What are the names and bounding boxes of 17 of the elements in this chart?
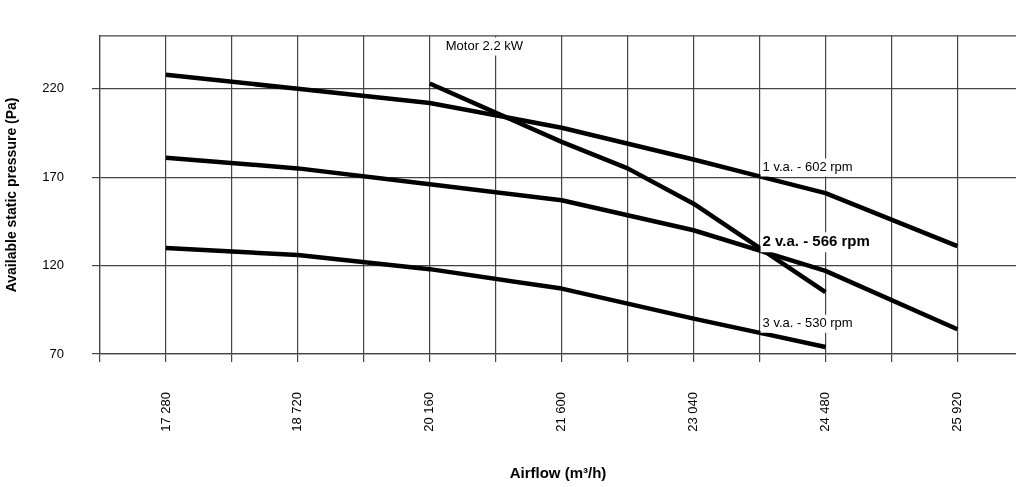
x-tick-label: 25 920 bbox=[948, 392, 964, 432]
series-label: 1 v.a. - 602 rpm bbox=[762, 159, 853, 175]
x-axis-title: Airflow (m³/h) bbox=[509, 464, 607, 482]
series-label: 2 v.a. - 566 rpm bbox=[762, 232, 870, 250]
x-tick-label: 20 160 bbox=[421, 392, 437, 432]
x-tick-label: 23 040 bbox=[685, 392, 701, 432]
y-axis-title: Available static pressure (Pa) bbox=[3, 97, 20, 293]
series-label: 3 v.a. - 530 rpm bbox=[762, 315, 853, 331]
y-tick-label: 220 bbox=[42, 80, 64, 96]
y-tick-label: 120 bbox=[42, 257, 64, 273]
x-tick-label: 21 600 bbox=[553, 392, 569, 432]
y-tick-label: 70 bbox=[49, 345, 64, 361]
x-tick-label: 17 280 bbox=[157, 392, 173, 432]
text: Motor 2.2 kW bbox=[445, 38, 524, 54]
x-tick-label: 24 480 bbox=[817, 392, 833, 432]
y-tick-label: 170 bbox=[42, 168, 64, 184]
x-tick-label: 18 720 bbox=[289, 392, 305, 432]
